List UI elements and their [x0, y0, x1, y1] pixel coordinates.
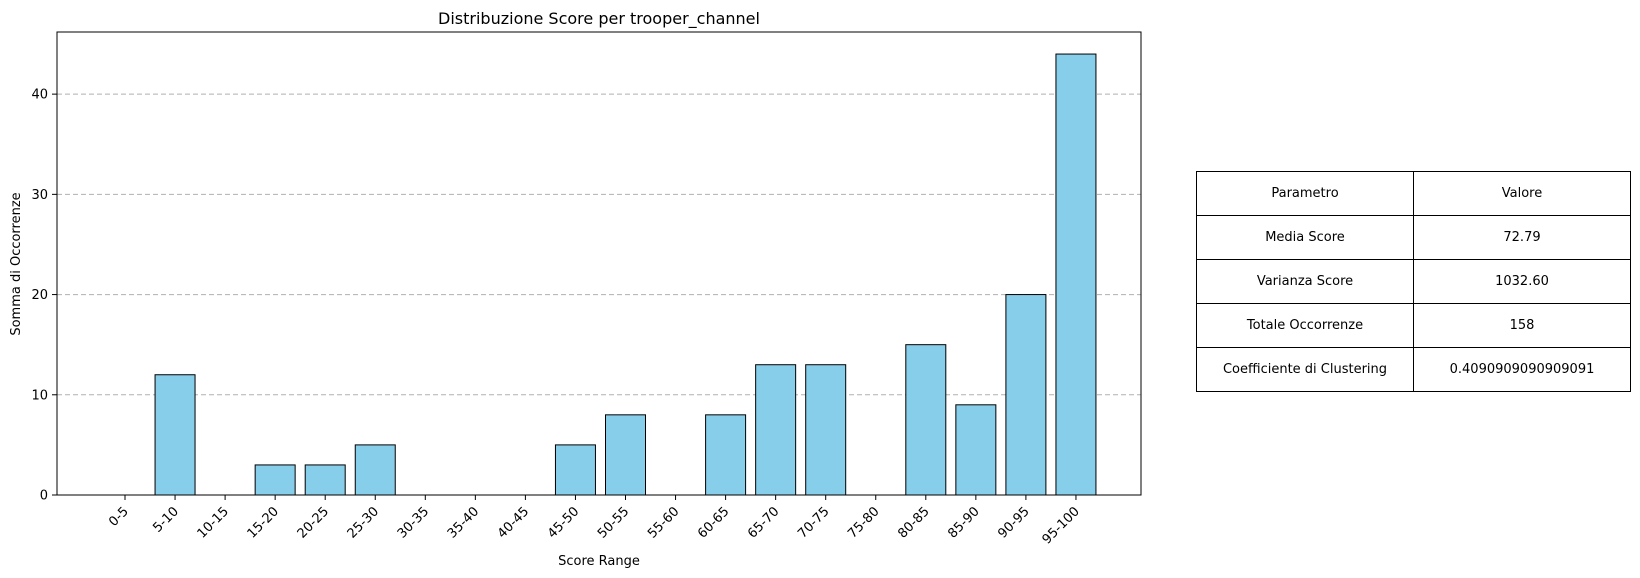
bar-70-75 [805, 364, 847, 496]
grid-lines [57, 93, 1141, 396]
parameter-cell: Varianza Score [1196, 259, 1414, 304]
x-tick-label: 85-90 [945, 504, 982, 541]
x-tick-label: 75-80 [845, 504, 882, 541]
table-row: Coefficiente di Clustering 0.409090909090… [1196, 347, 1631, 392]
bar-15-20 [254, 464, 296, 496]
x-tick-label: 70-75 [795, 504, 832, 541]
table-row: Media Score 72.79 [1196, 215, 1631, 260]
bar-45-50 [554, 444, 596, 496]
x-tick-label: 55-60 [645, 504, 682, 541]
x-tick-label: 25-30 [345, 504, 382, 541]
bars [154, 53, 1097, 496]
x-tick-label: 60-65 [695, 504, 732, 541]
x-tick-label: 15-20 [245, 504, 282, 541]
y-tick-label: 30 [31, 188, 48, 203]
x-tick-label: 90-95 [995, 504, 1032, 541]
x-tick-label: 65-70 [745, 504, 782, 541]
table-row: Varianza Score 1032.60 [1196, 259, 1631, 304]
bar-50-55 [605, 414, 646, 496]
table-header-row: Parametro Valore [1196, 171, 1631, 216]
x-tick-label: 5-10 [150, 504, 181, 535]
x-tick-label: 95-100 [1040, 504, 1083, 547]
x-tick-label: 10-15 [195, 504, 232, 541]
chart-title: Distribuzione Score per trooper_channel [438, 9, 760, 29]
bar-85-90 [955, 404, 997, 496]
y-axis-label: Somma di Occorrenze [9, 192, 24, 335]
y-axis-ticks: 0 10 20 30 40 [31, 88, 57, 504]
parameter-cell: Coefficiente di Clustering [1196, 347, 1414, 392]
bar-5-10 [154, 374, 196, 496]
parameter-cell: Media Score [1196, 215, 1414, 260]
bar-20-25 [304, 464, 346, 496]
y-tick-label: 40 [31, 88, 48, 103]
y-tick-label: 10 [31, 388, 48, 403]
x-tick-label: 35-40 [445, 504, 482, 541]
bar-90-95 [1005, 294, 1047, 496]
value-cell: 1032.60 [1413, 259, 1631, 304]
y-tick-label: 0 [40, 489, 48, 504]
table-row: Totale Occorrenze 158 [1196, 303, 1631, 348]
y-tick-label: 20 [31, 288, 48, 303]
x-tick-label: 0-5 [106, 504, 132, 530]
bar-65-70 [755, 364, 797, 496]
bar-60-65 [705, 414, 747, 496]
bar-25-30 [354, 444, 396, 496]
x-tick-label: 50-55 [595, 504, 632, 541]
value-cell: 0.4090909090909091 [1413, 347, 1631, 392]
plot-frame [56, 31, 1142, 496]
x-tick-label: 30-35 [395, 504, 432, 541]
x-tick-label: 20-25 [295, 504, 332, 541]
table-header-cell: Parametro [1196, 171, 1414, 216]
parameter-cell: Totale Occorrenze [1196, 303, 1414, 348]
table-header-cell: Valore [1413, 171, 1631, 216]
x-tick-label: 40-45 [495, 504, 532, 541]
value-cell: 158 [1413, 303, 1631, 348]
x-tick-label: 80-85 [895, 504, 932, 541]
bar-95-100 [1055, 53, 1097, 496]
bar-80-85 [905, 344, 947, 496]
stats-table: Parametro Valore Media Score 72.79 Varianza … [1196, 171, 1631, 392]
x-axis-label: Score Range [558, 554, 640, 569]
x-tick-label: 45-50 [545, 504, 582, 541]
x-axis-ticks: 0-5 5-10 10-15 15-20 20-25 25-30 30-35 35-40 40-… [106, 495, 1083, 547]
value-cell: 72.79 [1413, 215, 1631, 260]
